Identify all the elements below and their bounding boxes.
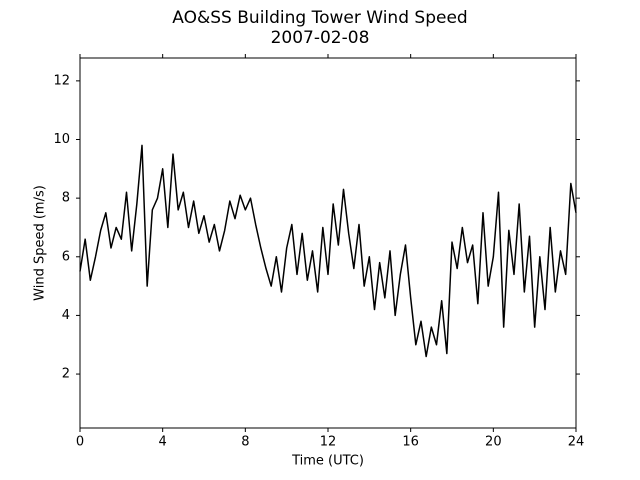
x-tick-label: 4 (159, 435, 167, 450)
x-tick-label: 0 (76, 435, 84, 450)
x-tick-label: 24 (568, 435, 585, 450)
x-tick-label: 8 (241, 435, 249, 450)
plot-frame (79, 57, 577, 429)
y-tick-label: 12 (53, 73, 70, 88)
line-series (79, 144, 577, 358)
x-axis-label: Time (UTC) (291, 454, 364, 469)
x-tick-label: 16 (402, 435, 419, 450)
y-tick-label: 4 (62, 308, 70, 323)
y-tick-label: 6 (62, 249, 70, 264)
y-axis-label: Wind Speed (m/s) (33, 185, 48, 301)
y-tick-label: 10 (53, 132, 70, 147)
y-tick-label: 8 (62, 191, 70, 206)
chart-title: AO&SS Building Tower Wind Speed (172, 8, 467, 28)
y-tick-label: 2 (62, 367, 70, 382)
chart-subtitle: 2007-02-08 (271, 28, 370, 48)
x-tick-label: 12 (320, 435, 337, 450)
x-tick-label: 20 (485, 435, 502, 450)
